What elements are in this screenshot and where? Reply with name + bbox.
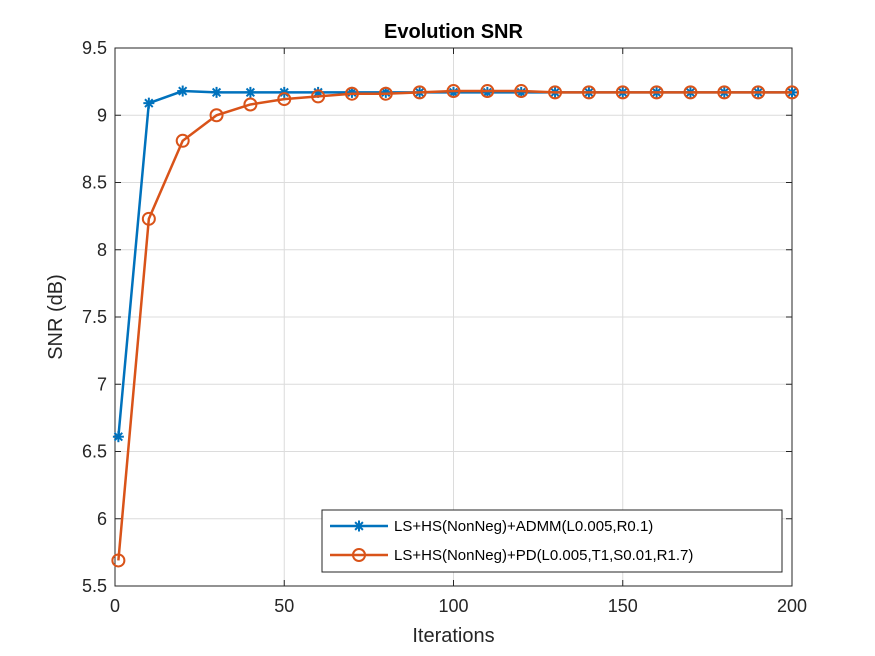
legend-label: LS+HS(NonNeg)+PD(L0.005,T1,S0.01,R1.7) — [394, 547, 693, 564]
data-point — [311, 89, 326, 104]
data-point — [785, 85, 799, 100]
data-point — [243, 97, 258, 112]
data-point — [751, 85, 766, 100]
data-point — [649, 85, 664, 100]
data-point — [277, 92, 292, 107]
chart-title: Evolution SNR — [384, 21, 523, 43]
y-tick-label: 8.5 — [82, 173, 107, 193]
y-tick-label: 6.5 — [82, 442, 107, 462]
data-point — [615, 85, 630, 100]
x-tick-label: 150 — [608, 596, 638, 616]
legend-marker — [352, 548, 366, 562]
legend-entry-1: LS+HS(NonNeg)+ADMM(L0.005,R0.1) — [330, 518, 653, 535]
series-lines — [111, 84, 799, 568]
x-tick-label: 0 — [110, 596, 120, 616]
data-point — [175, 133, 190, 148]
y-tick-label: 9.5 — [82, 38, 107, 58]
legend-box — [321, 509, 783, 573]
y-tick-label: 9 — [97, 105, 107, 125]
data-point — [141, 211, 156, 226]
data-point — [581, 85, 596, 100]
data-point — [514, 84, 529, 99]
y-axis-label: SNR (dB) — [45, 274, 67, 360]
data-point — [683, 85, 698, 100]
data-point — [209, 108, 224, 123]
data-point — [344, 86, 359, 101]
axis-ticks: 0 50 100 150 200 5.5 6 6.5 7 7.5 8 8.5 9 9.5 — [82, 38, 807, 616]
grid — [114, 47, 793, 587]
data-point — [143, 97, 155, 109]
series-line — [117, 89, 792, 561]
x-tick-label: 100 — [438, 596, 468, 616]
data-point — [480, 84, 495, 99]
legend-label: LS+HS(NonNeg)+ADMM(L0.005,R0.1) — [394, 518, 653, 535]
legend: LS+HS(NonNeg)+ADMM(L0.005,R0.1) LS+HS(Non… — [321, 509, 783, 573]
data-point — [412, 85, 427, 100]
data-point — [112, 431, 124, 443]
data-point — [446, 84, 461, 99]
legend-entry-2: LS+HS(NonNeg)+PD(L0.005,T1,S0.01,R1.7) — [330, 547, 693, 564]
y-tick-label: 5.5 — [82, 576, 107, 596]
data-point — [177, 85, 189, 97]
x-tick-label: 50 — [274, 596, 294, 616]
legend-marker — [353, 520, 365, 532]
x-axis-label: Iterations — [412, 625, 494, 647]
series-line — [117, 89, 792, 437]
data-point — [717, 85, 732, 100]
y-tick-label: 8 — [97, 240, 107, 260]
series-1 — [112, 85, 798, 443]
x-tick-label: 200 — [777, 596, 807, 616]
data-point — [211, 86, 223, 98]
series-2 — [111, 84, 799, 568]
data-point — [244, 86, 256, 98]
data-point — [548, 85, 563, 100]
data-point — [378, 86, 393, 101]
y-tick-label: 7.5 — [82, 307, 107, 327]
y-tick-label: 6 — [97, 509, 107, 529]
y-tick-label: 7 — [97, 374, 107, 394]
data-point — [111, 553, 126, 568]
